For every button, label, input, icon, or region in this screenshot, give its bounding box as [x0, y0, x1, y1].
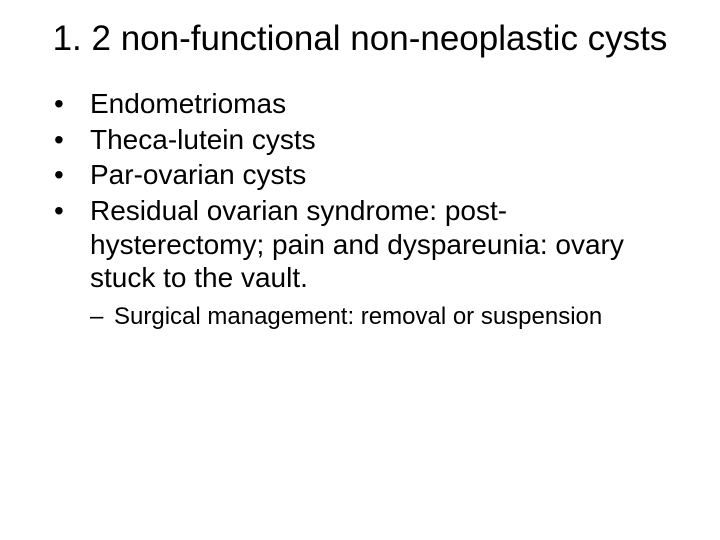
sub-bullet-list: Surgical management: removal or suspensi…	[40, 303, 680, 332]
bullet-text: Theca-lutein cysts	[90, 124, 316, 155]
slide-title: 1. 2 non-functional non-neoplastic cysts	[40, 18, 680, 59]
sub-bullet-text: Surgical management: removal or suspensi…	[114, 303, 602, 330]
bullet-list: Endometriomas Theca-lutein cysts Par-ova…	[40, 87, 680, 295]
bullet-text: Par-ovarian cysts	[90, 159, 306, 190]
list-item: Residual ovarian syndrome: post-hysterec…	[50, 194, 680, 295]
list-item: Par-ovarian cysts	[50, 158, 680, 192]
sub-list-item: Surgical management: removal or suspensi…	[90, 303, 680, 332]
list-item: Endometriomas	[50, 87, 680, 121]
bullet-text: Endometriomas	[90, 88, 286, 119]
list-item: Theca-lutein cysts	[50, 123, 680, 157]
slide: 1. 2 non-functional non-neoplastic cysts…	[0, 0, 720, 540]
bullet-text: Residual ovarian syndrome: post-hysterec…	[90, 195, 624, 293]
